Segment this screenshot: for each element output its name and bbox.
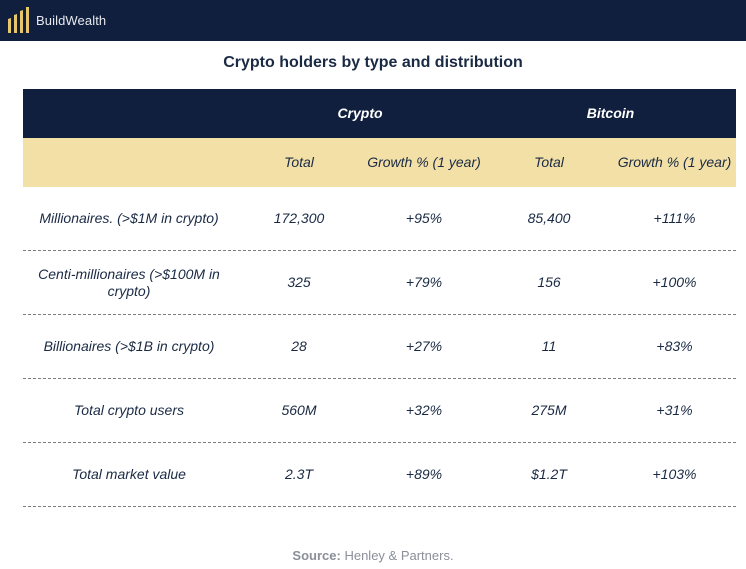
bitcoin-growth-cell: +83%	[656, 338, 693, 354]
top-bar: BuildWealth	[0, 0, 746, 41]
crypto-total-cell: 28	[291, 338, 307, 354]
page-title: Crypto holders by type and distribution	[223, 54, 523, 71]
table-row: Billionaires (>$1B in crypto) 28 +27% 11…	[23, 315, 736, 379]
bitcoin-growth-cell: +31%	[656, 402, 693, 418]
bitcoin-growth-cell: +111%	[653, 210, 696, 226]
subheader-row: Total Growth % (1 year) Total Growth % (…	[23, 138, 736, 187]
bitcoin-total-cell: 156	[537, 274, 561, 290]
source-note: Source: Henley & Partners.	[0, 548, 746, 563]
crypto-growth-cell: +27%	[405, 338, 443, 354]
crypto-total-cell: 172,300	[273, 210, 325, 226]
subheader-bitcoin-total: Total	[534, 154, 564, 170]
bitcoin-total-cell: 85,400	[527, 210, 571, 226]
bitcoin-total-cell: $1.2T	[531, 466, 567, 482]
subheader-bitcoin-growth: Growth % (1 year)	[617, 154, 732, 170]
bitcoin-total-cell: 11	[541, 338, 557, 354]
table-row: Total market value 2.3T +89% $1.2T +103%	[23, 443, 736, 507]
subheader-crypto-growth: Growth % (1 year)	[367, 154, 481, 170]
row-label: Millionaires. (>$1M in crypto)	[39, 210, 219, 226]
row-label: Centi-millionaires (>$100M in crypto)	[38, 265, 220, 299]
crypto-growth-cell: +32%	[405, 402, 443, 418]
row-label: Total crypto users	[74, 402, 184, 418]
subheader-crypto-total: Total	[284, 154, 314, 170]
table-row: Millionaires. (>$1M in crypto) 172,300 +…	[23, 187, 736, 251]
holders-table: Crypto Bitcoin Total Growth % (1 year) T…	[23, 89, 736, 507]
row-label: Billionaires (>$1B in crypto)	[43, 338, 215, 354]
crypto-total-cell: 560M	[281, 402, 317, 418]
bitcoin-growth-cell: +100%	[652, 274, 697, 290]
table-row: Total crypto users 560M +32% 275M +31%	[23, 379, 736, 443]
brand-name: BuildWealth	[36, 13, 107, 28]
crypto-growth-cell: +95%	[405, 210, 443, 226]
source-text: Henley & Partners.	[344, 548, 454, 563]
crypto-total-cell: 2.3T	[284, 466, 313, 482]
buildwealth-bars-icon	[8, 7, 29, 33]
row-label: Total market value	[72, 466, 186, 482]
crypto-growth-cell: +79%	[405, 274, 443, 290]
crypto-growth-cell: +89%	[405, 466, 443, 482]
brand-logo[interactable]: BuildWealth	[7, 7, 106, 34]
group-header-crypto: Crypto	[337, 105, 383, 121]
crypto-total-cell: 325	[287, 274, 311, 290]
source-label: Source:	[292, 548, 341, 563]
bitcoin-growth-cell: +103%	[652, 466, 697, 482]
bitcoin-total-cell: 275M	[531, 402, 567, 418]
group-header-bitcoin: Bitcoin	[586, 105, 635, 121]
group-header-row: Crypto Bitcoin	[23, 89, 736, 138]
table-row: Centi-millionaires (>$100M in crypto) 32…	[23, 251, 736, 315]
